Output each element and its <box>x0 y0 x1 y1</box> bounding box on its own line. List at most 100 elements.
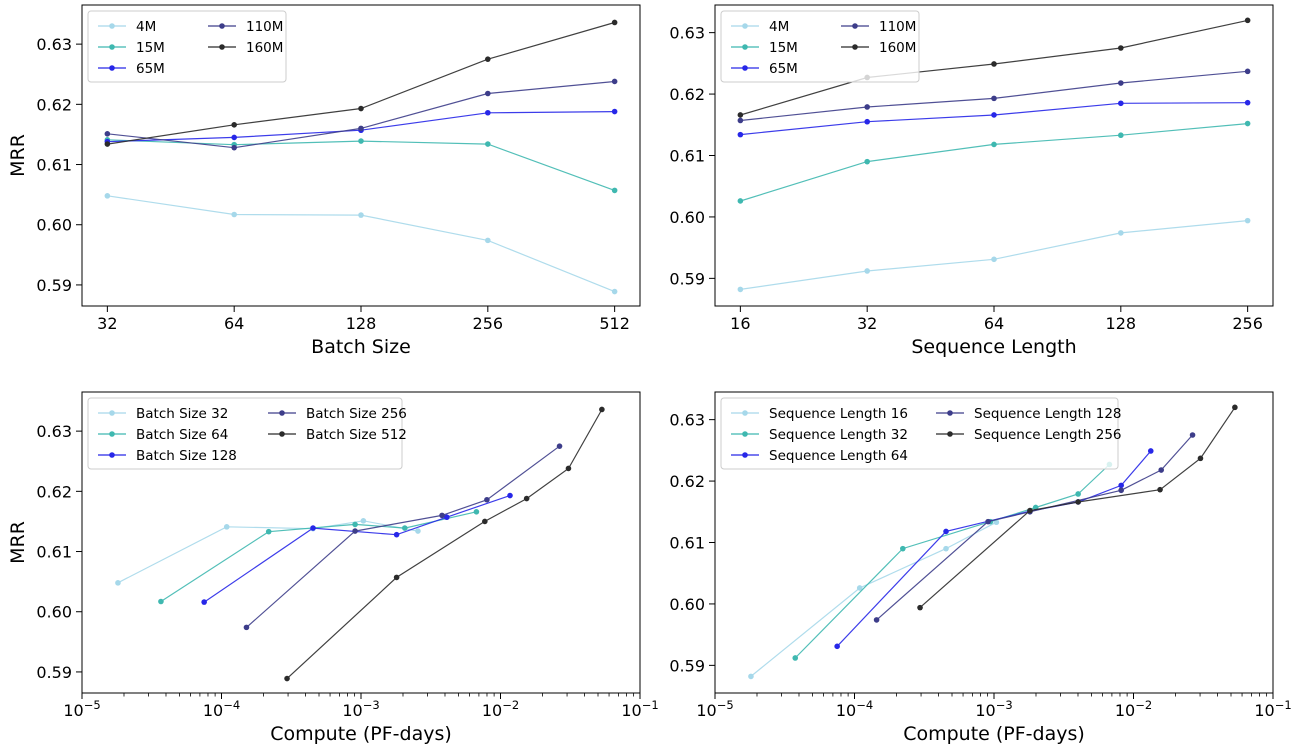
series-110m <box>104 78 618 151</box>
x-tick-label: 256 <box>1232 314 1263 333</box>
y-tick-label: 0.60 <box>669 208 705 227</box>
series-batch-size-64 <box>158 508 480 605</box>
data-point <box>265 528 272 535</box>
legend-swatch-marker <box>852 23 858 29</box>
y-tick-label: 0.61 <box>669 534 705 553</box>
legend-item: Batch Size 128 <box>98 448 237 464</box>
data-point <box>1075 499 1081 505</box>
data-point <box>856 585 863 591</box>
data-point <box>485 237 491 244</box>
data-point <box>231 121 237 128</box>
data-point <box>484 496 490 503</box>
y-tick-label: 0.59 <box>669 656 705 675</box>
series-line <box>107 195 615 293</box>
data-point <box>1232 404 1238 411</box>
legend-swatch-marker <box>742 431 748 437</box>
legend-swatch-marker <box>109 431 115 437</box>
y-tick-label: 0.60 <box>36 216 72 235</box>
series-line <box>740 102 1248 136</box>
series-line <box>919 407 1236 609</box>
x-tick-label: 10−4 <box>836 698 873 720</box>
legend-label: Sequence Length 32 <box>769 427 908 443</box>
data-point <box>900 545 906 552</box>
data-point <box>864 268 870 274</box>
data-point <box>352 521 358 528</box>
x-tick-label: 10−1 <box>1254 698 1291 720</box>
data-point <box>748 673 754 680</box>
series-160m <box>104 19 618 147</box>
legend-box <box>87 397 403 470</box>
legend-label: 4M <box>769 19 789 35</box>
legend-swatch-marker <box>742 65 748 71</box>
legend-swatch-marker <box>742 44 748 50</box>
legend-label: 65M <box>136 61 165 77</box>
data-point <box>864 158 870 165</box>
plot-frame <box>714 391 1274 694</box>
series-line <box>836 450 1152 647</box>
data-point <box>158 598 164 605</box>
legend-label: Sequence Length 64 <box>769 448 908 464</box>
legend-label: Batch Size 512 <box>306 427 407 443</box>
legend-item: 160M <box>208 40 283 56</box>
legend-item: 4M <box>731 19 789 35</box>
x-tick-label: 512 <box>599 314 630 333</box>
series-batch-size-128 <box>201 492 513 605</box>
legend-swatch-marker <box>219 23 225 29</box>
x-tick-label: 128 <box>1106 314 1137 333</box>
legend: Sequence Length 16 Sequence Length 32 Sequ… <box>720 397 1122 470</box>
data-point <box>485 56 491 62</box>
legend-item: Sequence Length 16 <box>731 406 908 422</box>
legend-item: Batch Size 64 <box>98 427 228 443</box>
y-tick-label: 0.63 <box>669 411 705 430</box>
legend-item: Sequence Length 64 <box>731 448 908 464</box>
y-tick-label: 0.59 <box>669 269 705 288</box>
data-point <box>993 519 1000 526</box>
data-point <box>1189 432 1196 438</box>
data-point <box>991 95 997 102</box>
y-tick-label: 0.63 <box>669 24 705 43</box>
x-axis-label: Sequence Length <box>911 336 1076 358</box>
data-point <box>231 144 237 151</box>
legend-label: 160M <box>246 40 283 56</box>
data-point <box>443 514 450 521</box>
series-sequence-length-32 <box>792 461 1113 661</box>
data-point <box>737 198 744 204</box>
y-tick-label: 0.60 <box>36 603 72 622</box>
series-160m <box>737 17 1251 118</box>
data-point <box>352 528 358 534</box>
x-axis-label: Compute (PF-days) <box>903 723 1085 745</box>
x-tick-label: 10−3 <box>975 698 1012 720</box>
data-point <box>284 675 290 682</box>
series-batch-size-512 <box>284 406 605 682</box>
legend-swatch-marker <box>742 410 748 416</box>
data-point <box>737 131 744 138</box>
x-tick-label: 10−5 <box>63 698 100 720</box>
legend-swatch-marker <box>947 431 953 437</box>
plot-frame <box>81 391 641 694</box>
series-line <box>750 521 997 677</box>
series-4m <box>104 193 618 295</box>
data-point <box>943 545 949 552</box>
data-point <box>737 117 744 124</box>
y-tick-label: 0.63 <box>36 422 72 441</box>
data-point <box>1244 99 1251 106</box>
x-tick-label: 64 <box>984 314 1004 333</box>
data-point <box>115 580 121 586</box>
data-point <box>1075 491 1081 497</box>
data-point <box>943 528 949 535</box>
x-tick-label: 32 <box>97 314 117 333</box>
series-line <box>286 409 603 680</box>
legend-item: Batch Size 256 <box>268 406 407 422</box>
legend-swatch-marker <box>742 23 748 29</box>
data-point <box>482 518 488 525</box>
data-point <box>611 78 618 85</box>
plot-frame <box>81 4 641 307</box>
data-point <box>611 187 618 194</box>
data-point <box>393 574 400 581</box>
series-110m <box>737 68 1251 124</box>
data-point <box>231 134 237 141</box>
data-point <box>991 141 997 148</box>
data-point <box>360 518 367 524</box>
data-point <box>1197 455 1204 462</box>
data-point <box>991 112 997 118</box>
